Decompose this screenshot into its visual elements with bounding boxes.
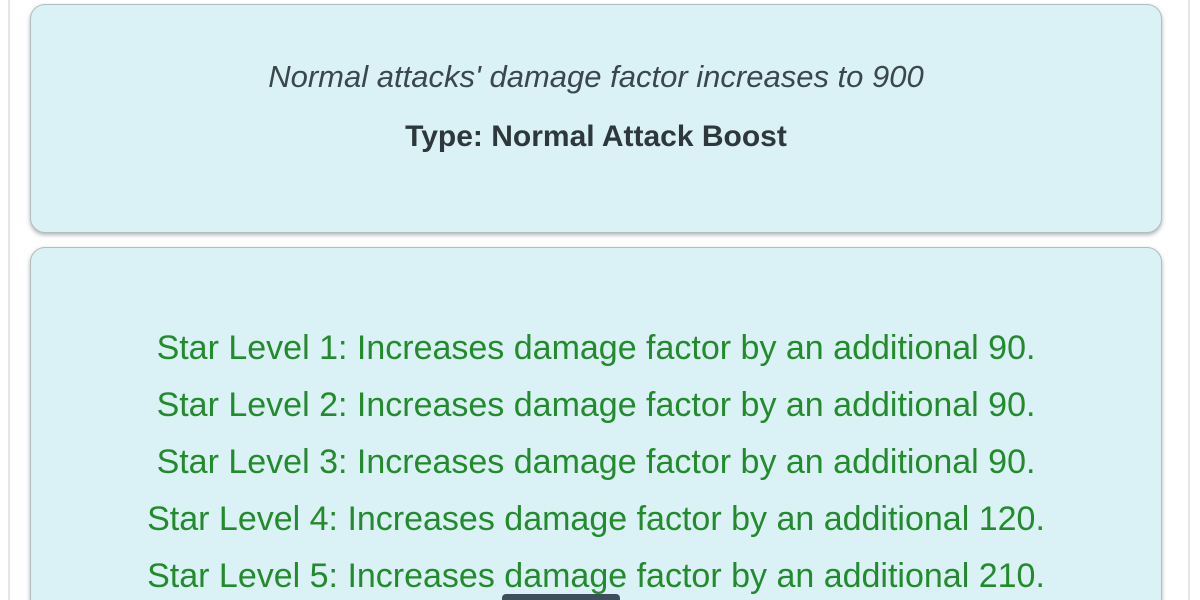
star-level-line-1: Star Level 1: Increases damage factor by…	[156, 329, 1036, 367]
left-column-divider	[8, 0, 10, 600]
star-levels-card: Star Level 1: Increases damage factor by…	[30, 247, 1162, 600]
star-level-line-3: Star Level 3: Increases damage factor by…	[156, 443, 1036, 481]
skill-description-text: Normal attacks' damage factor increases …	[268, 59, 924, 94]
star-level-line-2: Star Level 2: Increases damage factor by…	[156, 386, 1036, 424]
star-level-line-4: Star Level 4: Increases damage factor by…	[147, 500, 1045, 538]
bottom-partial-element[interactable]	[502, 594, 620, 600]
star-level-line-5: Star Level 5: Increases damage factor by…	[147, 557, 1045, 595]
right-column-divider	[1188, 0, 1190, 600]
skill-description-card: Normal attacks' damage factor increases …	[30, 4, 1162, 233]
skill-type-text: Type: Normal Attack Boost	[405, 120, 787, 153]
